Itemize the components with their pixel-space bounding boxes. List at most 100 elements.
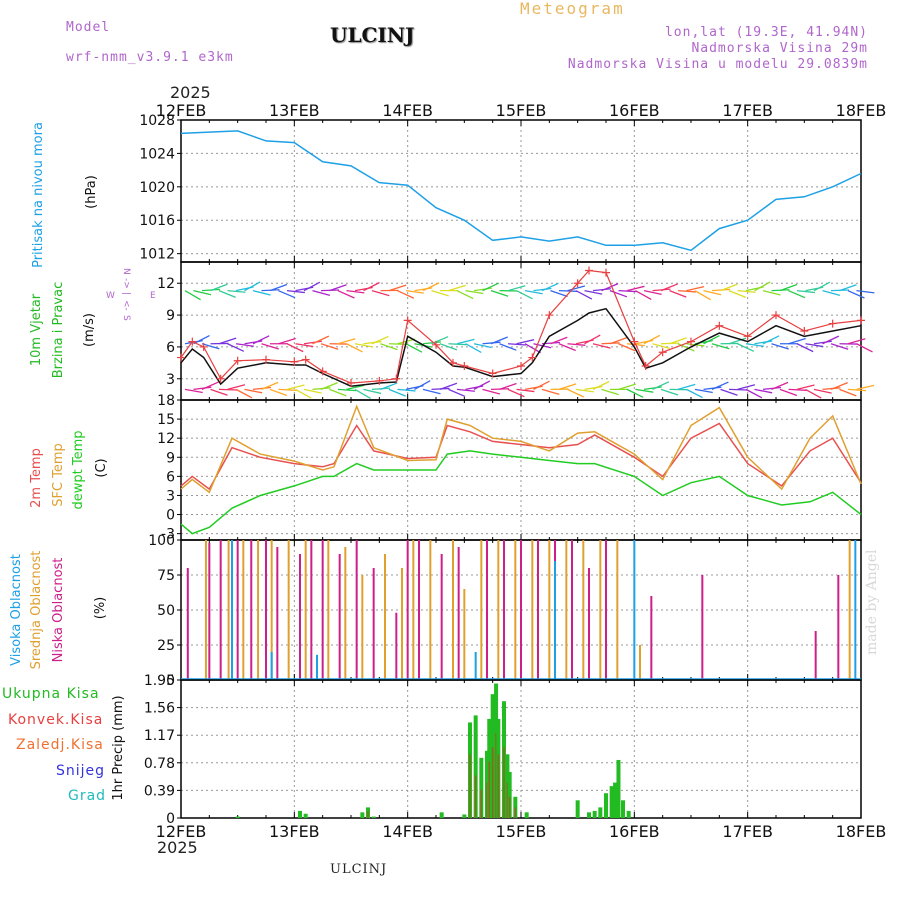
wind-barb <box>507 388 525 398</box>
wind-barb <box>312 335 330 345</box>
x-tick-label-bottom: 17FEB <box>722 822 773 841</box>
y-tick-label: 9 <box>166 308 175 324</box>
wind-barb <box>371 335 389 345</box>
wind-barb <box>201 343 220 350</box>
wind-barb <box>269 283 288 292</box>
wind-barb <box>337 338 356 345</box>
wind-barb <box>584 290 603 295</box>
model-label: Model <box>66 20 111 35</box>
wind-barb <box>482 282 500 292</box>
y-tick-label: 0 <box>166 673 175 689</box>
wind-barb <box>210 283 228 292</box>
wind-barb <box>473 343 492 349</box>
wind-barb <box>830 343 849 350</box>
wind-barb <box>592 343 611 349</box>
wind-barb <box>405 343 423 353</box>
wind-barb <box>346 384 365 391</box>
wind-barb <box>439 343 458 351</box>
meteogram-title: Meteogram <box>520 0 625 18</box>
gust-marker <box>602 268 610 277</box>
year-bottom: 2025 <box>157 838 198 857</box>
compass-rose: N -> | <- S W E <box>106 268 156 321</box>
gust-marker <box>488 369 497 378</box>
wind-barb <box>261 381 279 390</box>
gust-marker <box>857 316 865 325</box>
wind-barb <box>558 383 577 391</box>
compass-arrow-2: <- <box>121 300 131 311</box>
gust-marker <box>432 340 440 349</box>
wind-barb <box>218 290 236 299</box>
wind-barb <box>184 388 203 394</box>
wind-barb <box>805 343 824 348</box>
wind-barb <box>380 382 398 390</box>
wind-barb <box>703 290 722 296</box>
precip-bar <box>616 759 621 818</box>
wind-barb <box>762 335 780 345</box>
wind-barb <box>754 340 773 345</box>
y-tick-label: 18 <box>157 393 175 409</box>
wind-barb <box>737 343 755 352</box>
x-tick-label-bottom: 16FEB <box>609 822 660 841</box>
wind-barb <box>490 336 508 345</box>
wind-barb <box>524 343 541 354</box>
x-tick-label-top: 12FEB <box>156 101 207 120</box>
wind-barb <box>516 290 533 300</box>
gust-marker <box>658 348 667 357</box>
x-axis-top: 12FEB 13FEB 14FEB 15FEB 16FEB 17FEB 18FEB <box>156 101 887 120</box>
precip-bar <box>298 810 302 818</box>
wind-barb <box>609 290 628 298</box>
wind-barb <box>575 290 593 300</box>
wind-barb <box>456 338 475 345</box>
y-tick-label: 50 <box>157 603 175 619</box>
precip-bar <box>609 786 614 818</box>
wind-barb <box>618 383 636 391</box>
wind-barb <box>856 290 875 294</box>
wind-barb <box>711 381 729 390</box>
pressure-unit: (hPa) <box>84 175 99 209</box>
compass-e: E <box>150 291 156 301</box>
temp2m-label: 2m Temp <box>29 448 44 508</box>
gust-marker <box>216 374 225 383</box>
compass-n: N <box>121 268 131 275</box>
cloud-unit: (%) <box>93 597 108 620</box>
precip-bar <box>303 813 308 818</box>
wind-barb <box>448 388 466 398</box>
wind-barb <box>677 383 696 391</box>
wind-barb <box>720 388 738 396</box>
gust-marker <box>233 356 242 365</box>
wind-barb <box>269 388 288 397</box>
wind-barb <box>635 290 652 300</box>
compass-w: W <box>106 291 115 301</box>
wind-barb <box>694 290 711 301</box>
precip-bar <box>462 814 467 818</box>
wind-barb <box>592 380 610 390</box>
wind-barb <box>448 284 466 292</box>
wind-barb <box>303 340 322 345</box>
wind-barb <box>227 343 245 352</box>
gust-marker <box>460 362 469 371</box>
wind-barb <box>567 343 586 346</box>
wind-barb <box>414 380 431 390</box>
wind-barb <box>235 343 254 347</box>
gust-marker <box>290 357 299 366</box>
wind-barb <box>762 386 781 391</box>
gust-marker <box>528 353 537 362</box>
pressure-label: Pritisak na nivou mora <box>31 122 46 268</box>
wind-barb <box>847 388 867 392</box>
y-tick-label: 6 <box>166 340 175 356</box>
wind-barb <box>813 281 831 292</box>
wind-barb <box>626 285 645 292</box>
wind-barb <box>796 384 815 391</box>
wind-barb <box>541 388 560 395</box>
x-tick-label-top: 14FEB <box>382 101 433 120</box>
compass-bar: | <box>121 292 131 295</box>
x-tick-label-top: 13FEB <box>269 101 320 120</box>
wind-barb <box>397 290 415 299</box>
mid-cloud-label: Srednja Oblacnost <box>29 551 44 670</box>
legend-snow: Snijeg <box>56 763 106 779</box>
wind-barb <box>346 343 363 353</box>
gust-marker <box>641 362 650 371</box>
wind-barb <box>397 388 416 392</box>
wind-barb <box>660 283 678 292</box>
